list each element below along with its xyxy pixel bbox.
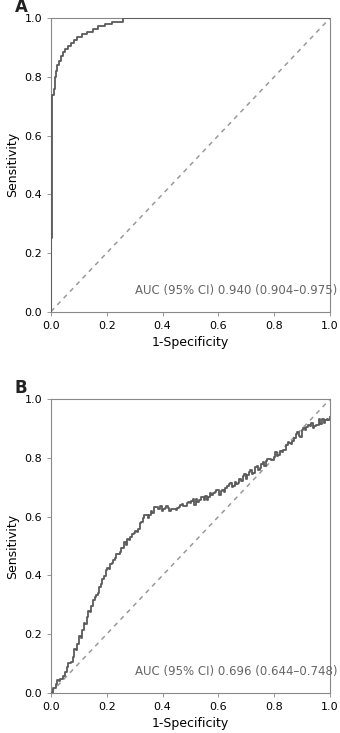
Y-axis label: Sensitivity: Sensitivity xyxy=(6,133,19,197)
Text: AUC (95% CI) 0.696 (0.644–0.748): AUC (95% CI) 0.696 (0.644–0.748) xyxy=(135,665,337,678)
Text: B: B xyxy=(15,379,28,397)
X-axis label: 1-Specificity: 1-Specificity xyxy=(152,336,229,349)
Text: AUC (95% CI) 0.940 (0.904–0.975): AUC (95% CI) 0.940 (0.904–0.975) xyxy=(135,284,337,297)
X-axis label: 1-Specificity: 1-Specificity xyxy=(152,718,229,730)
Y-axis label: Sensitivity: Sensitivity xyxy=(6,514,19,578)
Text: A: A xyxy=(15,0,28,16)
